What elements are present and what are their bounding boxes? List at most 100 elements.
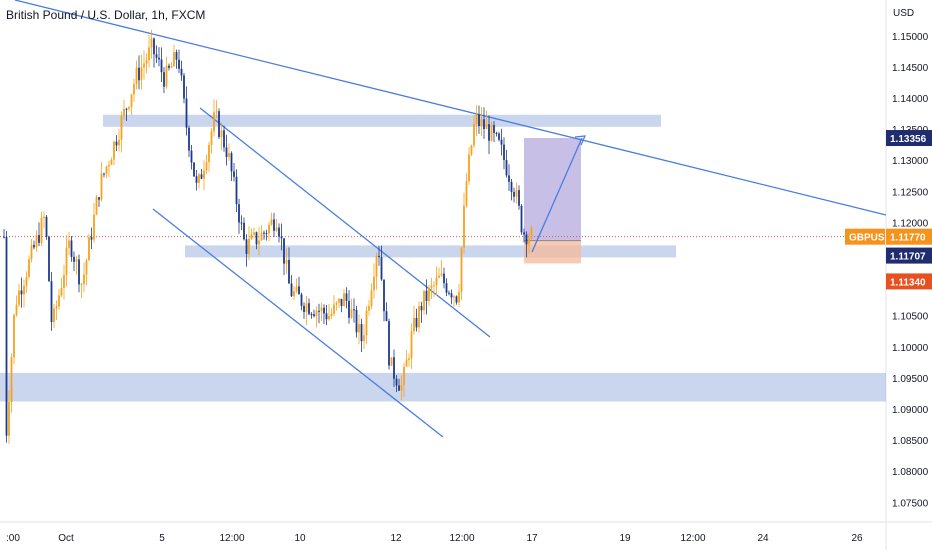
candle-body <box>523 232 525 235</box>
candle-body <box>283 238 285 264</box>
support-resistance-zone[interactable] <box>0 372 886 402</box>
candle-body <box>410 331 413 359</box>
time-tick-label: 26 <box>851 533 863 544</box>
candle-body <box>445 283 448 293</box>
candle-body <box>63 275 65 288</box>
candle-body <box>250 234 253 239</box>
candle-body <box>300 294 303 306</box>
candle-body <box>198 174 200 183</box>
candle-body <box>453 296 455 298</box>
time-tick-label: :00 <box>6 533 20 544</box>
trendline-upper[interactable] <box>14 0 887 216</box>
candle-body <box>175 52 178 60</box>
candle-body <box>25 276 28 286</box>
candle-body <box>45 216 48 237</box>
candle-body <box>308 303 310 315</box>
projection-arrow[interactable] <box>531 137 583 253</box>
candle-body <box>260 232 263 241</box>
candle-body <box>498 133 500 140</box>
candle-body <box>100 173 103 200</box>
candle-body <box>190 150 193 163</box>
time-tick-label: Oct <box>58 533 74 544</box>
long-position-stop[interactable] <box>524 240 581 264</box>
candle-body <box>315 310 318 317</box>
support-resistance-zone[interactable] <box>103 114 661 127</box>
candle-body <box>73 256 75 262</box>
candle-body <box>133 83 135 95</box>
candle-body <box>280 236 283 239</box>
candle-body <box>320 307 323 312</box>
candle-body <box>178 59 180 69</box>
channel-upper-line[interactable] <box>199 107 491 338</box>
candle-body <box>480 119 483 127</box>
candle-body <box>33 245 35 248</box>
candle-body <box>448 292 450 294</box>
candle-body <box>418 306 420 328</box>
price-tick-label: 1.07500 <box>892 498 929 509</box>
candle-body <box>218 111 220 138</box>
candle-body <box>113 141 115 160</box>
candle-body <box>60 287 63 296</box>
candle-body <box>488 124 490 141</box>
candle-body <box>220 130 223 138</box>
candle-body <box>525 234 528 245</box>
candle-body <box>520 205 523 233</box>
candle-body <box>238 204 240 223</box>
candle-body <box>180 68 183 76</box>
candle-body <box>413 317 415 332</box>
candle-body <box>278 227 280 237</box>
candle-body <box>483 119 485 129</box>
candle-body <box>505 159 508 176</box>
candle-body <box>93 214 95 240</box>
candle-body <box>90 237 93 240</box>
candle-body <box>150 38 153 48</box>
projection-arrowhead <box>574 135 587 146</box>
chart-title: British Pound / U.S. Dollar, 1h, FXCM <box>6 8 206 22</box>
candle-body <box>508 175 510 182</box>
candle-body <box>390 357 393 366</box>
candle-body <box>110 159 113 165</box>
price-label-symbol <box>845 228 885 245</box>
candle-body <box>128 107 130 109</box>
candle-body <box>188 127 190 151</box>
time-tick-label: 24 <box>757 533 769 544</box>
candle-body <box>285 259 288 264</box>
candle-body <box>380 257 383 280</box>
time-tick-label: 5 <box>159 533 165 544</box>
time-tick-label: 12 <box>390 533 402 544</box>
candle-body <box>15 304 18 315</box>
candle-body <box>105 166 108 174</box>
long-position-target[interactable] <box>524 138 581 241</box>
candle-body <box>210 131 213 145</box>
candle-body <box>408 358 410 360</box>
candle-body <box>455 296 458 303</box>
candle-body <box>515 190 518 197</box>
candle-body <box>350 309 353 318</box>
candle-body <box>503 144 505 160</box>
candle-body <box>385 311 388 322</box>
candle-body <box>140 67 143 81</box>
candle-body <box>245 239 248 254</box>
candle-body <box>40 218 43 243</box>
candle-body <box>10 357 13 402</box>
candle-body <box>168 65 170 68</box>
candle-body <box>243 222 245 240</box>
candle-body <box>373 276 375 291</box>
channel-lower-line[interactable] <box>152 208 444 438</box>
candle-body <box>143 63 145 68</box>
candle-body <box>405 359 408 367</box>
candle-body <box>13 314 15 358</box>
price-tick-label: 1.14000 <box>892 94 929 105</box>
candle-body <box>393 357 395 379</box>
candle-body <box>78 259 80 285</box>
candle-body <box>528 238 530 245</box>
candle-body <box>85 260 88 275</box>
candle-body <box>430 285 433 288</box>
candle-body <box>460 247 463 292</box>
candle-body <box>388 321 390 366</box>
time-tick-label: 10 <box>294 533 306 544</box>
time-tick-label: 12:00 <box>219 533 244 544</box>
price-tick-label: 1.09000 <box>892 405 929 416</box>
